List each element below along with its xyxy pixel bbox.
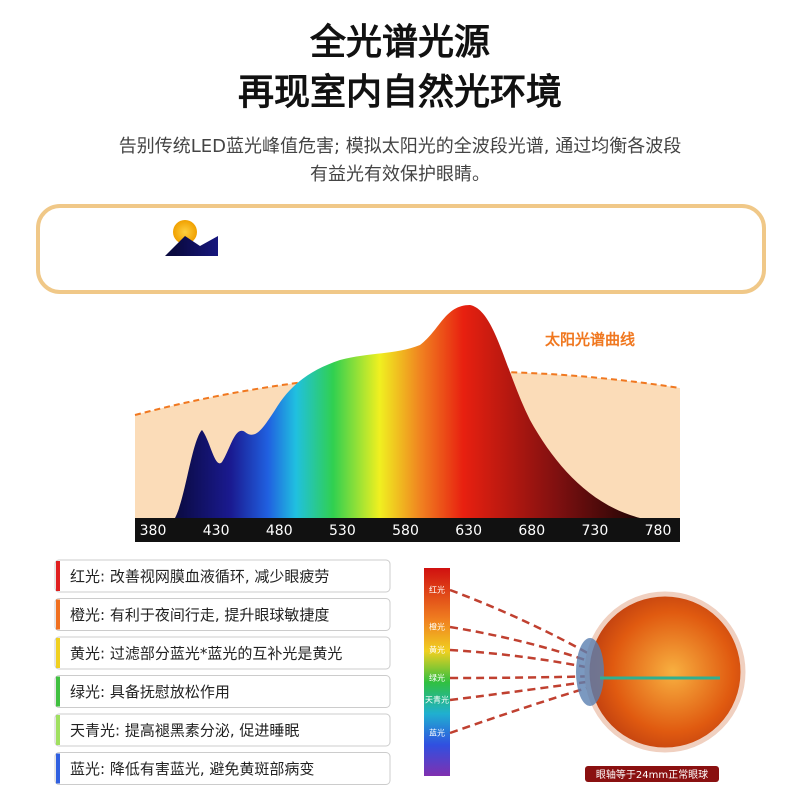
axis-bar <box>135 518 680 542</box>
eye-caption: 眼轴等于24mm正常眼球 <box>596 768 708 781</box>
benefit-marker <box>56 715 60 745</box>
led-spectrum <box>175 305 640 518</box>
color-label: 蓝光 <box>429 728 445 738</box>
benefit-marker <box>56 638 60 668</box>
color-label: 黄光 <box>429 645 445 655</box>
badge-sun <box>173 220 197 244</box>
benefit-box <box>54 713 391 747</box>
benefit-box <box>54 675 391 708</box>
benefit-text: 红光: 改善视网膜血液循环, 减少眼疲劳 <box>70 568 329 586</box>
description-line: 告别传统LED蓝光峰值危害; 模拟太阳光的全波段光谱, 通过均衡各波段 <box>119 136 682 157</box>
x-tick-label: 630 <box>455 523 482 539</box>
eye-diagram <box>424 568 746 782</box>
x-tick-label: 780 <box>645 523 672 539</box>
x-tick-label: 580 <box>392 523 419 539</box>
color-label: 橙光 <box>429 622 445 632</box>
curve-label: 太阳光谱曲线 <box>545 331 635 349</box>
x-tick-label: 680 <box>518 523 545 539</box>
color-bar <box>424 568 450 776</box>
benefit-marker <box>56 676 60 707</box>
caption-box <box>585 766 719 782</box>
badge-spectrum <box>165 236 218 256</box>
benefit-text: 天青光: 提高褪黑素分泌, 促进睡眠 <box>70 722 299 740</box>
benefit-box <box>54 559 391 593</box>
benefit-box <box>54 598 391 631</box>
description-line: 有益光有效保护眼睛。 <box>310 164 490 185</box>
color-label: 红光 <box>429 585 445 595</box>
banner-box <box>36 204 766 294</box>
benefit-text: 黄光: 过滤部分蓝光*蓝光的互补光是黄光 <box>70 645 342 663</box>
light-rays <box>449 588 601 735</box>
title-line: 再现室内自然光环境 <box>238 71 562 113</box>
benefit-text: 绿光: 具备抚慰放松作用 <box>70 683 230 701</box>
x-tick-label: 430 <box>203 523 230 539</box>
benefit-marker <box>56 599 60 630</box>
benefit-box <box>54 636 391 670</box>
benefit-text: 蓝光: 降低有害蓝光, 避免黄斑部病变 <box>70 760 314 778</box>
title-line: 全光谱光源 <box>309 21 490 63</box>
x-tick-label: 480 <box>266 523 293 539</box>
color-label: 绿光 <box>429 673 445 683</box>
x-tick-label: 530 <box>329 523 356 539</box>
color-label: 天青光 <box>425 695 449 705</box>
spectrum-chart <box>134 305 681 542</box>
benefit-marker <box>56 753 60 784</box>
x-tick-label: 730 <box>582 523 609 539</box>
benefit-box <box>54 752 391 785</box>
benefit-text: 橙光: 有利于夜间行走, 提升眼球敏捷度 <box>70 606 329 624</box>
x-tick-label: 380 <box>140 523 167 539</box>
benefit-marker <box>56 561 60 591</box>
lens <box>576 638 604 706</box>
eyeball <box>584 591 746 753</box>
